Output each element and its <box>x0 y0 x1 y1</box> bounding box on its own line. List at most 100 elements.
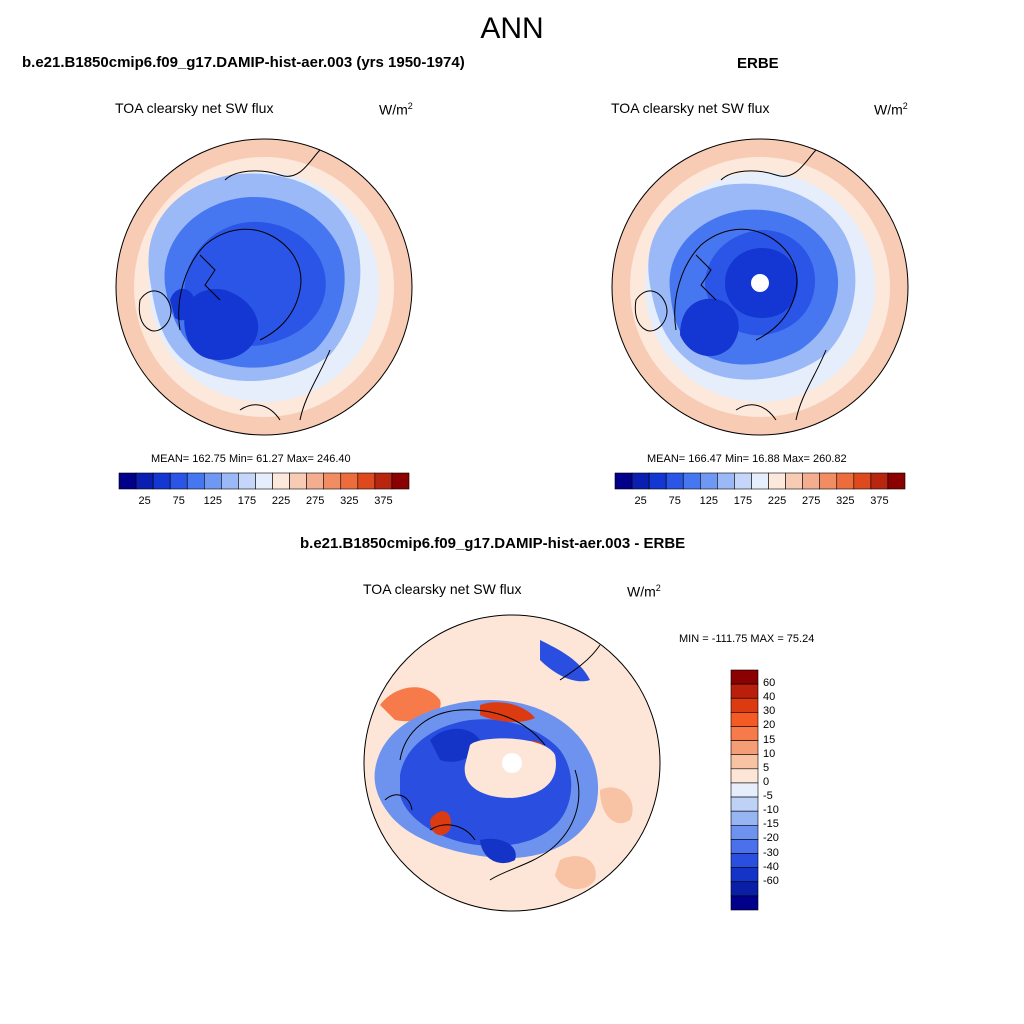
diff-colorbar-label: -15 <box>763 818 779 831</box>
obs-colorbar-tick: 375 <box>870 495 889 507</box>
diff-colorbar-label: -10 <box>763 804 779 817</box>
obs-colorbar-swatch <box>802 472 821 490</box>
model-colorbar-tick: 25 <box>138 495 151 507</box>
obs-colorbar-tick: 125 <box>699 495 718 507</box>
obs-variable-label: TOA clearsky net SW flux <box>611 100 770 116</box>
model-colorbar-swatch <box>221 472 239 490</box>
model-panel-title: b.e21.B1850cmip6.f09_g17.DAMIP-hist-aer.… <box>22 54 465 71</box>
model-colorbar-swatch <box>118 472 137 490</box>
diff-colorbar-swatch <box>730 895 759 911</box>
diff-colorbar-swatch <box>730 669 759 685</box>
obs-colorbar-swatch <box>614 472 633 490</box>
obs-polar-map <box>612 139 908 435</box>
diff-coastlines <box>384 644 601 881</box>
diff-colorbar-label: 0 <box>763 775 770 788</box>
diff-variable-label: TOA clearsky net SW flux <box>363 581 522 597</box>
diff-colorbar-swatch <box>730 796 759 812</box>
obs-colorbar-tick: 225 <box>767 495 787 507</box>
model-colorbar-swatch <box>289 472 307 490</box>
diff-colorbar-swatch <box>730 740 759 756</box>
model-colorbar-swatch <box>186 472 205 490</box>
diff-colorbar-label: -40 <box>763 860 779 873</box>
diff-colorbar-label: 10 <box>763 747 776 760</box>
obs-colorbar-swatch <box>836 472 855 490</box>
model-colorbar-swatch <box>169 472 188 490</box>
obs-colorbar-tick: 275 <box>801 495 821 507</box>
model-colorbar-swatch <box>238 472 256 490</box>
model-coastlines <box>138 149 331 421</box>
model-colorbar-tick: 225 <box>271 495 291 507</box>
model-colorbar <box>118 472 410 490</box>
model-colorbar-swatch <box>255 472 273 490</box>
diff-colorbar-swatch <box>730 697 759 713</box>
diff-colorbar-swatch <box>730 683 759 699</box>
diff-colorbar-label: 5 <box>763 761 770 774</box>
obs-colorbar-swatch <box>819 472 838 490</box>
model-colorbar-swatch <box>152 472 171 490</box>
model-polar-map <box>116 139 412 435</box>
model-colorbar-swatch <box>203 472 222 490</box>
obs-colorbar-swatch <box>751 472 769 490</box>
diff-colorbar-swatch <box>730 810 759 826</box>
diff-colorbar-label: 30 <box>763 705 776 718</box>
obs-colorbar-tick: 175 <box>733 495 753 507</box>
obs-colorbar-tick: 325 <box>836 495 855 507</box>
model-colorbar-swatch <box>135 472 154 490</box>
obs-colorbar-swatch <box>785 472 803 490</box>
model-colorbar-tick: 275 <box>305 495 325 507</box>
diff-colorbar <box>730 669 759 911</box>
obs-colorbar-swatch <box>853 472 872 490</box>
obs-colorbar-swatch <box>631 472 650 490</box>
model-colorbar-swatch <box>340 472 359 490</box>
diff-colorbar-label: 60 <box>763 677 776 690</box>
diff-colorbar-swatch <box>730 881 759 897</box>
diff-colorbar-swatch <box>730 853 759 868</box>
obs-units-label: W/m2 <box>874 101 908 118</box>
obs-map-border <box>611 138 909 436</box>
obs-colorbar-tick: 25 <box>634 495 647 507</box>
model-colorbar-swatch <box>272 472 290 490</box>
diff-colorbar-swatch <box>730 726 759 741</box>
obs-colorbar-swatch <box>665 472 684 490</box>
model-colorbar-swatch <box>391 472 410 490</box>
obs-coastlines <box>634 149 827 421</box>
diff-colorbar-swatch <box>730 754 759 770</box>
diff-map-border <box>363 614 661 912</box>
diff-units-label: W/m2 <box>627 583 661 600</box>
diff-colorbar-swatch <box>730 712 759 727</box>
model-map-border <box>115 138 413 436</box>
obs-panel-title: ERBE <box>737 55 779 72</box>
obs-colorbar-swatch <box>717 472 735 490</box>
model-colorbar-swatch <box>357 472 376 490</box>
obs-colorbar-swatch <box>870 472 889 490</box>
diff-colorbar-label: 40 <box>763 691 776 704</box>
model-colorbar-swatch <box>374 472 393 490</box>
diff-colorbar-label: -20 <box>763 832 779 845</box>
diff-colorbar-swatch <box>730 867 759 883</box>
model-colorbar-swatch <box>323 472 342 490</box>
obs-colorbar-swatch <box>699 472 718 490</box>
model-colorbar-swatch <box>306 472 325 490</box>
diff-polar-map <box>364 615 660 911</box>
model-colorbar-tick: 125 <box>203 495 222 507</box>
diff-colorbar-label: 15 <box>763 733 776 746</box>
diff-minmax: MIN = -111.75 MAX = 75.24 <box>679 633 815 645</box>
obs-colorbar-swatch <box>768 472 786 490</box>
obs-colorbar-swatch <box>682 472 701 490</box>
model-variable-label: TOA clearsky net SW flux <box>115 100 274 116</box>
obs-stats: MEAN= 166.47 Min= 16.88 Max= 260.82 <box>647 453 847 465</box>
model-stats: MEAN= 162.75 Min= 61.27 Max= 246.40 <box>151 453 351 465</box>
diff-colorbar-swatch <box>730 782 759 798</box>
obs-colorbar-swatch <box>887 472 906 490</box>
diff-colorbar-swatch <box>730 768 759 784</box>
model-colorbar-tick: 75 <box>172 495 185 507</box>
diff-colorbar-label: 20 <box>763 719 776 732</box>
model-colorbar-tick: 325 <box>340 495 359 507</box>
obs-colorbar-swatch <box>734 472 752 490</box>
diff-colorbar-swatch <box>730 839 759 854</box>
model-colorbar-tick: 175 <box>237 495 257 507</box>
model-colorbar-tick: 375 <box>374 495 393 507</box>
season-title: ANN <box>480 12 544 45</box>
diff-colorbar-label: -5 <box>763 790 773 803</box>
